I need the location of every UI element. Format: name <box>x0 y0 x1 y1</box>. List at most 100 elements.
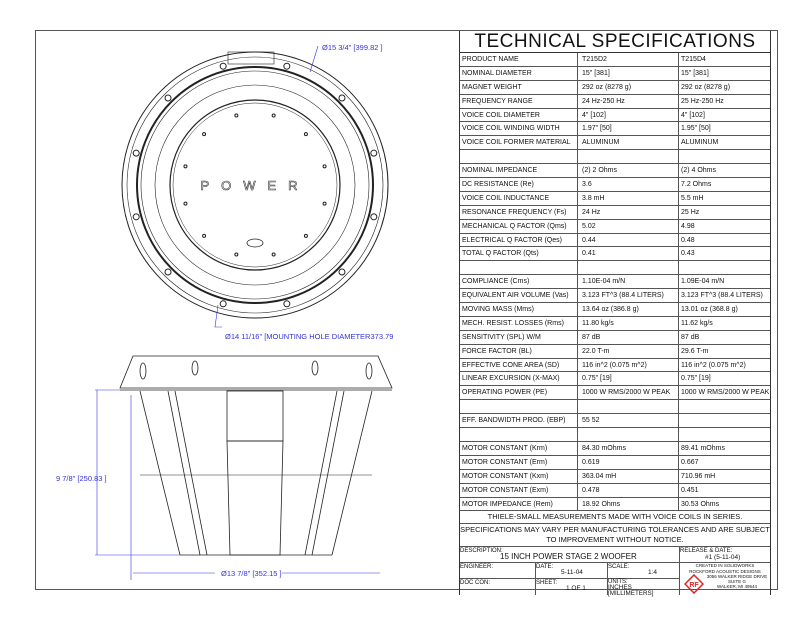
address-line-2: SUITE G <box>727 579 746 585</box>
spec-value-t215d2: 22.0 T-m <box>578 344 679 358</box>
description: 15 INCH POWER STAGE 2 WOOFER <box>500 552 637 562</box>
screw-icon <box>303 132 308 137</box>
description-label: DESCRIPTION: <box>460 548 503 555</box>
cone-screws <box>183 113 327 257</box>
spec-title: TECHNICAL SPECIFICATIONS <box>460 31 770 53</box>
spec-value-t215d4: 7.2 Ohms <box>681 181 712 189</box>
address-line-3: WALKER, MI 49544 <box>716 584 758 590</box>
spec-value-t215d4: 25 Hz-250 Hz <box>681 97 724 105</box>
spec-value-t215d2 <box>578 428 679 441</box>
spec-row: FREQUENCY RANGE 24 Hz-250 Hz 25 Hz-250 Hz <box>460 94 770 109</box>
spec-value-t215d2: 1.10E-04 m/N <box>578 275 679 289</box>
top-view <box>121 51 389 319</box>
spec-label: MECHANICAL Q FACTOR (Qms) <box>460 219 578 233</box>
spec-label <box>460 261 578 275</box>
height-dimension <box>95 389 180 580</box>
spec-value-t215d2: 3.123 FT^3 (88.4 LITERS) <box>578 289 679 303</box>
spec-row <box>460 400 770 415</box>
spec-row: VOICE COIL INDUCTANCE 3.8 mH 5.5 mH <box>460 191 770 206</box>
spec-value-t215d2: 13.64 oz (386.8 g) <box>578 303 679 316</box>
screw-icon <box>303 233 308 238</box>
spec-value-t215d4: 1000 W RMS/2000 W PEAK <box>681 389 770 397</box>
spec-value-t215d2: 1000 W RMS/2000 W PEAK <box>578 386 679 400</box>
screw-icon <box>271 113 276 118</box>
spec-row: OPERATING POWER (PE) 1000 W RMS/2000 W PE… <box>460 386 770 401</box>
spec-label: NOMINAL DIAMETER <box>460 66 578 80</box>
svg-text:Ø14 11/16" [MOUNTING HOLE DIAM: Ø14 11/16" [MOUNTING HOLE DIAMETER373.79 <box>225 332 393 341</box>
spec-value-t215d2: (2) 2 Ohms <box>578 164 679 178</box>
spec-row: MOTOR CONSTANT (Krm) 84.30 mOhms 89.41 mOh… <box>460 441 770 456</box>
release-label: RELEASE & DATE: <box>680 548 733 555</box>
spec-row <box>460 261 770 276</box>
spec-value-t215d2: 24 Hz <box>578 205 679 219</box>
spec-label: EFF. BANDWIDTH PROD. (EBP) <box>460 414 578 428</box>
spec-value-t215d4: 0.43 <box>681 250 695 258</box>
spec-value-t215d4 <box>679 428 770 441</box>
spec-value-t215d4: 1.95" [50] <box>681 125 711 133</box>
base-dimension-label: Ø13 7/8" [352.15 ] <box>221 569 282 578</box>
bolt-hole-icon <box>370 213 378 221</box>
spec-value-t215d4: 4" [102] <box>681 111 705 119</box>
bolt-hole-icon <box>370 149 378 157</box>
spec-label: ELECTRICAL Q FACTOR (Qes) <box>460 233 578 247</box>
spec-row: SENSITIVITY (SPL) W/M 87 dB 87 dB <box>460 330 770 345</box>
tolerance-note: SPECIFICATIONS MAY VARY PER MANUFACTURIN… <box>460 524 770 548</box>
spec-label <box>460 400 578 414</box>
spec-value-t215d4: 292 oz (8278 g) <box>681 83 731 91</box>
bolt-hole-icon <box>219 62 227 70</box>
spec-label: RESONANCE FREQUENCY (Fs) <box>460 205 578 219</box>
spec-label: VOICE COIL INDUCTANCE <box>460 191 578 205</box>
svg-text:RF: RF <box>689 582 699 589</box>
spec-value-t215d4: 0.667 <box>681 458 699 466</box>
spec-value-t215d2: 0.41 <box>578 247 679 261</box>
spec-value-t215d4: 0.451 <box>681 486 699 494</box>
spec-value-t215d2: 0.619 <box>578 455 679 469</box>
screw-icon <box>322 164 327 169</box>
woofer-drawing: POWER Ø15 3/4" [399.82 ] Ø14 11/16" [MOU… <box>56 43 393 580</box>
spec-row: MECHANICAL Q FACTOR (Qms) 5.02 4.98 <box>460 219 770 234</box>
sheet: 1 OF 1 <box>566 585 586 593</box>
screw-icon <box>234 252 239 257</box>
spec-row: PRODUCT NAME T215D2 T215D4 <box>460 53 770 67</box>
drawing-frame <box>35 30 778 590</box>
spec-value-t215d2 <box>578 400 679 414</box>
series-note: THIELE-SMALL MEASUREMENTS MADE WITH VOIC… <box>460 511 770 525</box>
spec-value-t215d2: 18.92 Ohms <box>578 497 679 511</box>
address-line-1: 3056 WALKER RIDGE DRIVE <box>706 574 768 580</box>
bolt-hole-icon <box>164 268 172 276</box>
spec-row: EFF. BANDWIDTH PROD. (EBP) 55 52 <box>460 414 770 429</box>
bolt-hole-icon <box>132 149 140 157</box>
spec-value-t215d4 <box>679 150 770 163</box>
date-label: DATE: <box>536 564 554 571</box>
spec-label: FREQUENCY RANGE <box>460 94 578 108</box>
spec-value-t215d2: 3.6 <box>578 178 679 191</box>
bolt-hole-icon <box>164 94 172 102</box>
spec-label: SENSITIVITY (SPL) W/M <box>460 330 578 344</box>
spec-value-t215d4: 5.5 mH <box>681 194 704 202</box>
sheet-label: SHEET: <box>536 580 558 587</box>
height-dimension-label: 9 7/8" [250.83 ] <box>56 474 107 483</box>
spec-label: MECH. RESIST. LOSSES (Rms) <box>460 316 578 330</box>
spec-label: VOICE COIL FORMER MATERIAL <box>460 136 578 150</box>
screw-icon <box>202 233 207 238</box>
spec-value-t215d2: 15" [381] <box>578 66 679 80</box>
spec-value-t215d4: 4.98 <box>681 222 695 230</box>
spec-row: MOTOR CONSTANT (Exm) 0.478 0.451 <box>460 483 770 498</box>
bolt-hole-icon <box>283 300 291 308</box>
spec-label: FORCE FACTOR (BL) <box>460 344 578 358</box>
spec-label: MOTOR IMPEDANCE (Rem) <box>460 497 578 511</box>
spec-label: COMPLIANCE (Cms) <box>460 275 578 289</box>
spec-row <box>460 428 770 442</box>
spec-label: PRODUCT NAME <box>460 53 578 66</box>
screw-icon <box>234 113 239 118</box>
spec-value-t215d4: 11.62 kg/s <box>681 319 713 327</box>
bolt-hole-icon <box>338 94 346 102</box>
spec-row: EQUIVALENT AIR VOLUME (Vas) 3.123 FT^3 (8… <box>460 289 770 304</box>
power-logo: POWER <box>200 178 309 193</box>
outer-diameter-dimension: Ø15 3/4" [399.82 ] <box>309 43 383 73</box>
spec-row: EFFECTIVE CONE AREA (SD) 116 in^2 (0.075 … <box>460 358 770 373</box>
spec-row: NOMINAL DIAMETER 15" [381] 15" [381] <box>460 66 770 81</box>
spec-value-t215d2: T215D2 <box>578 53 679 66</box>
bolt-hole-icon <box>219 300 227 308</box>
spec-label: VOICE COIL WINDING WIDTH <box>460 122 578 136</box>
